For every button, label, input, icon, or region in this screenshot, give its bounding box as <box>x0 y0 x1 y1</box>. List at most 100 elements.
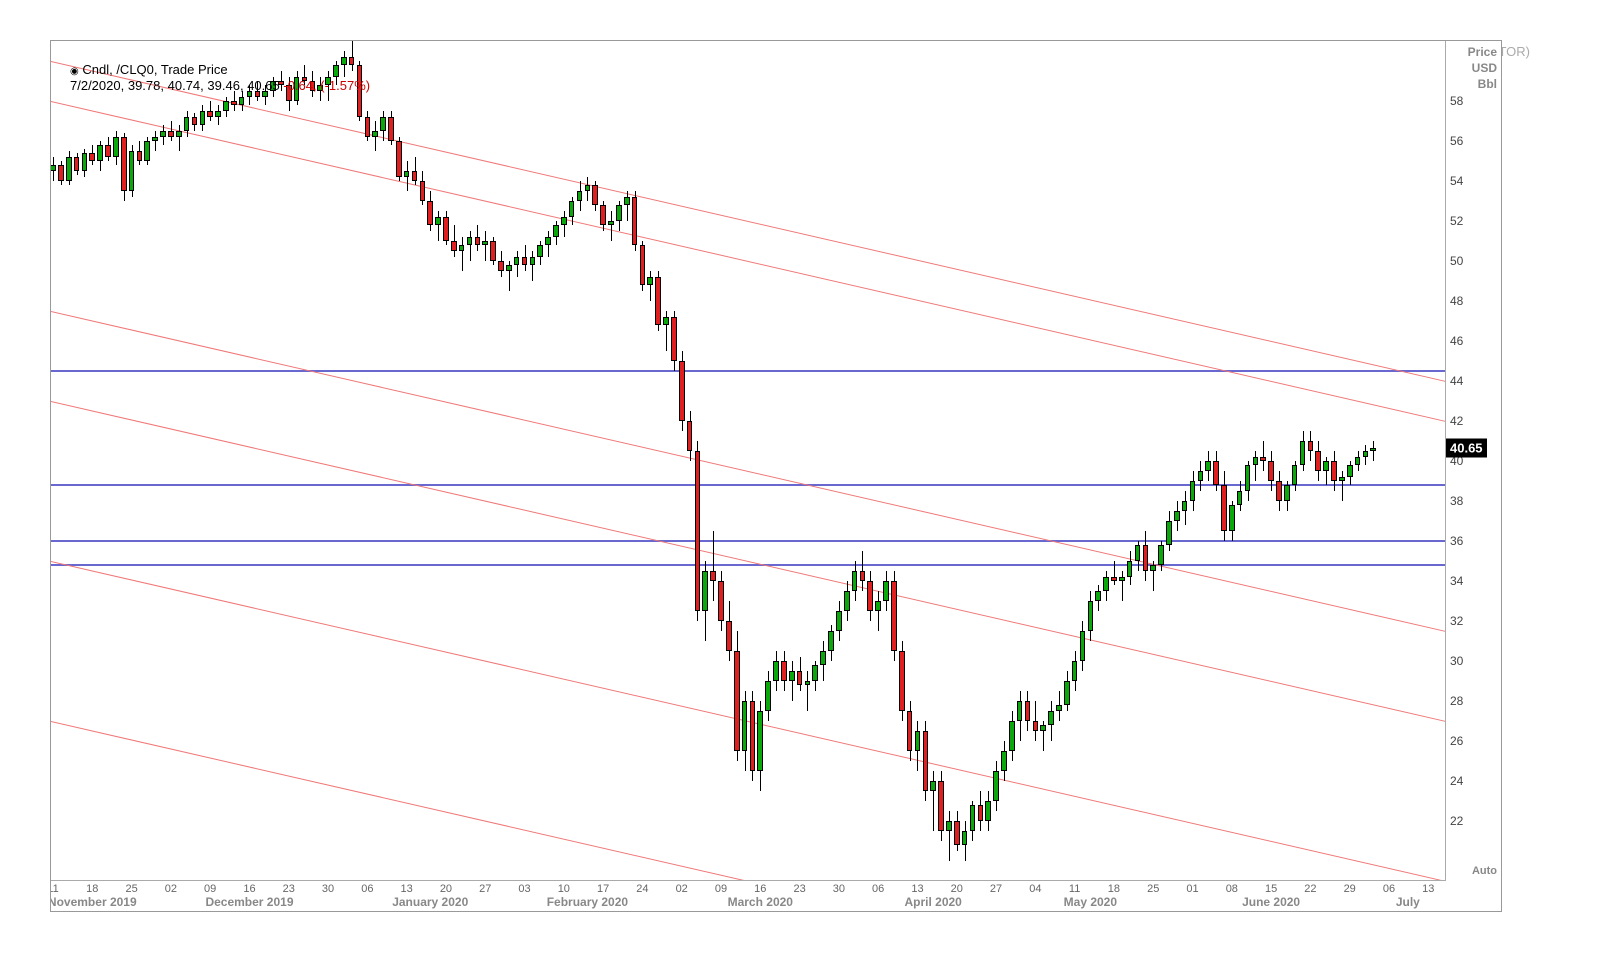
candle-body[interactable] <box>954 821 960 845</box>
candle-body[interactable] <box>1088 601 1094 631</box>
candle-body[interactable] <box>475 237 481 245</box>
candle-body[interactable] <box>490 241 496 261</box>
candle-body[interactable] <box>1072 661 1078 681</box>
candle-body[interactable] <box>137 151 143 161</box>
candle-body[interactable] <box>1103 577 1109 591</box>
candle-body[interactable] <box>930 781 936 791</box>
candle-body[interactable] <box>828 631 834 651</box>
candle-body[interactable] <box>451 241 457 251</box>
candle-body[interactable] <box>962 831 968 845</box>
candle-body[interactable] <box>443 217 449 241</box>
candle-body[interactable] <box>168 131 174 137</box>
candle-body[interactable] <box>1229 505 1235 531</box>
candle-body[interactable] <box>223 101 229 111</box>
candle-body[interactable] <box>396 141 402 177</box>
candle-body[interactable] <box>600 205 606 225</box>
candle-body[interactable] <box>1253 457 1259 465</box>
candle-body[interactable] <box>1095 591 1101 601</box>
candle-body[interactable] <box>200 111 206 125</box>
candle-body[interactable] <box>1150 565 1156 571</box>
candle-body[interactable] <box>66 157 72 181</box>
candle-body[interactable] <box>1166 521 1172 545</box>
candle-body[interactable] <box>89 153 95 161</box>
candle-body[interactable] <box>349 57 355 65</box>
candle-body[interactable] <box>695 451 701 611</box>
candle-body[interactable] <box>812 665 818 681</box>
candle-body[interactable] <box>1221 485 1227 531</box>
candle-body[interactable] <box>553 225 559 237</box>
candle-body[interactable] <box>482 241 488 245</box>
candle-body[interactable] <box>231 101 237 105</box>
candle-body[interactable] <box>1119 577 1125 581</box>
candle-body[interactable] <box>537 245 543 257</box>
candle-body[interactable] <box>867 581 873 611</box>
candle-body[interactable] <box>765 681 771 711</box>
candle-body[interactable] <box>1182 501 1188 511</box>
candle-body[interactable] <box>899 651 905 711</box>
candle-body[interactable] <box>789 671 795 681</box>
candle-body[interactable] <box>1143 545 1149 571</box>
candle-body[interactable] <box>1033 721 1039 731</box>
candle-body[interactable] <box>797 671 803 685</box>
candle-body[interactable] <box>860 571 866 581</box>
candle-body[interactable] <box>687 421 693 451</box>
candle-body[interactable] <box>97 145 103 161</box>
candle-body[interactable] <box>985 801 991 821</box>
candle-body[interactable] <box>239 97 245 105</box>
candle-body[interactable] <box>1347 465 1353 477</box>
candle-body[interactable] <box>1001 751 1007 771</box>
candle-body[interactable] <box>907 711 913 751</box>
candle-body[interactable] <box>1339 477 1345 481</box>
candle-body[interactable] <box>1017 701 1023 721</box>
candle-body[interactable] <box>671 317 677 361</box>
candle-body[interactable] <box>1174 511 1180 521</box>
candle-body[interactable] <box>459 245 465 251</box>
candle-body[interactable] <box>341 57 347 65</box>
candle-body[interactable] <box>923 731 929 791</box>
candle-body[interactable] <box>506 265 512 271</box>
candle-body[interactable] <box>1315 451 1321 471</box>
candle-body[interactable] <box>891 581 897 651</box>
candle-body[interactable] <box>702 571 708 611</box>
candle-body[interactable] <box>1135 545 1141 561</box>
candle-body[interactable] <box>640 245 646 285</box>
candle-body[interactable] <box>333 65 339 77</box>
candle-body[interactable] <box>1198 471 1204 481</box>
candle-body[interactable] <box>773 661 779 681</box>
candle-body[interactable] <box>192 117 198 125</box>
candle-body[interactable] <box>1363 451 1369 457</box>
candle-body[interactable] <box>404 171 410 177</box>
candle-body[interactable] <box>176 131 182 137</box>
candle-body[interactable] <box>608 221 614 225</box>
candle-body[interactable] <box>121 137 127 191</box>
candle-body[interactable] <box>805 681 811 685</box>
candle-body[interactable] <box>577 191 583 201</box>
candle-body[interactable] <box>1237 491 1243 505</box>
candle-body[interactable] <box>1056 705 1062 711</box>
candle-body[interactable] <box>1080 631 1086 661</box>
candle-body[interactable] <box>1064 681 1070 705</box>
candle-body[interactable] <box>1284 485 1290 501</box>
candle-body[interactable] <box>647 277 653 285</box>
candle-body[interactable] <box>498 261 504 271</box>
candle-body[interactable] <box>726 621 732 651</box>
candle-body[interactable] <box>1260 457 1266 461</box>
candle-body[interactable] <box>530 257 536 265</box>
candle-body[interactable] <box>420 181 426 201</box>
candle-body[interactable] <box>545 237 551 245</box>
candle-body[interactable] <box>1276 481 1282 501</box>
candle-body[interactable] <box>129 151 135 191</box>
candle-body[interactable] <box>1025 701 1031 721</box>
candle-body[interactable] <box>757 711 763 771</box>
candle-body[interactable] <box>1245 465 1251 491</box>
candle-body[interactable] <box>875 601 881 611</box>
candle-body[interactable] <box>655 277 661 325</box>
candle-body[interactable] <box>207 111 213 117</box>
candle-body[interactable] <box>970 805 976 831</box>
candle-body[interactable] <box>113 137 119 157</box>
candle-body[interactable] <box>74 157 80 171</box>
candle-body[interactable] <box>388 117 394 141</box>
candle-body[interactable] <box>514 257 520 265</box>
plot-area[interactable] <box>51 41 1446 881</box>
candle-body[interactable] <box>105 145 111 157</box>
